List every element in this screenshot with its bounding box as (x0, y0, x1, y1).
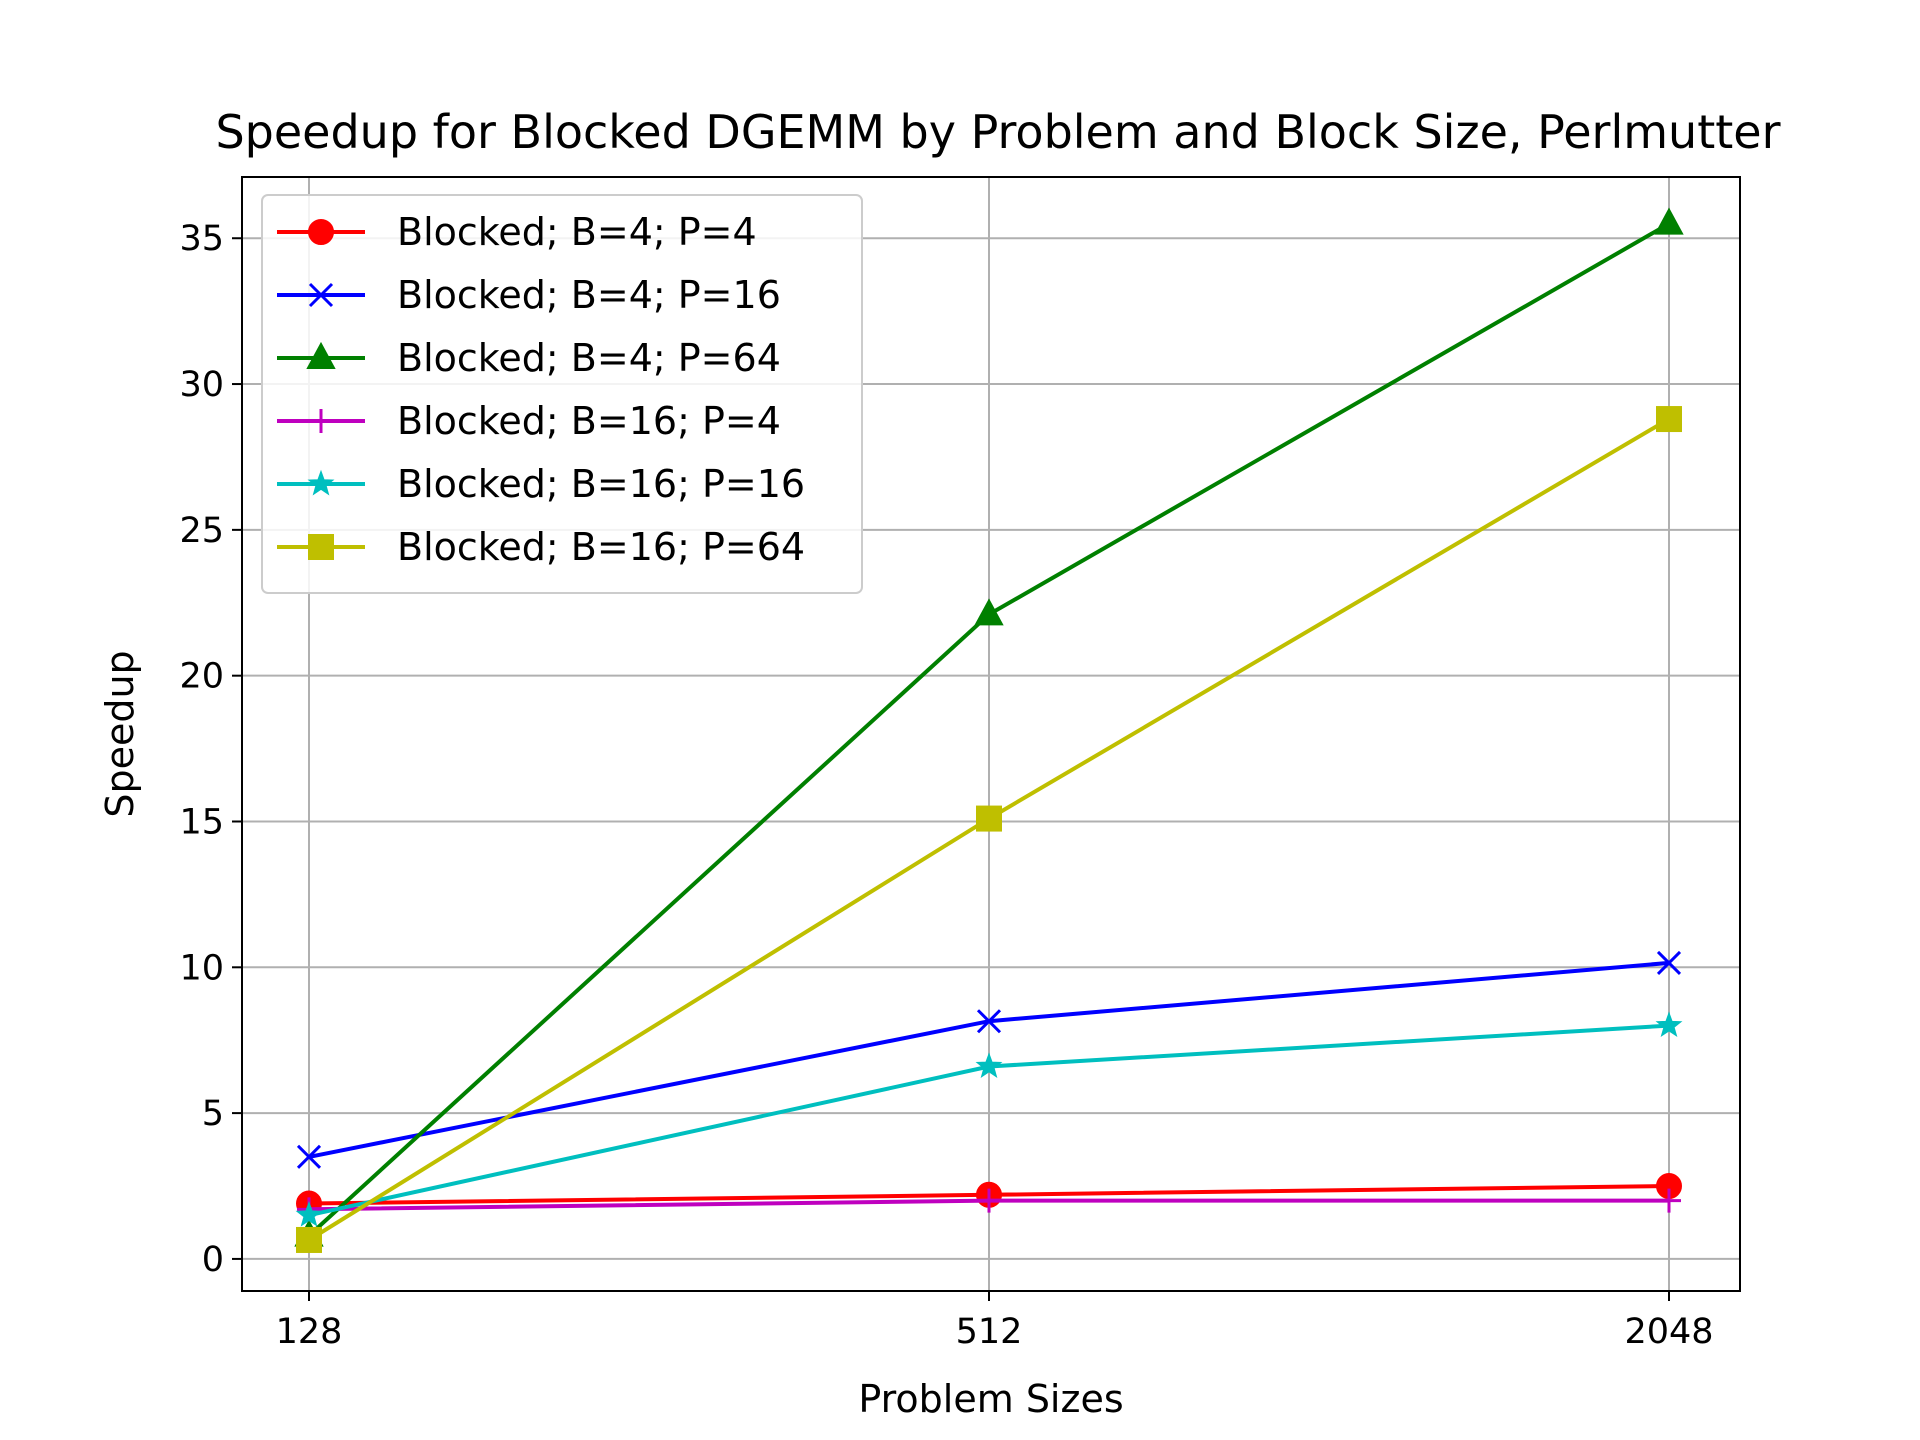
legend-label: Blocked; B=4; P=16 (397, 273, 781, 317)
legend-label: Blocked; B=4; P=4 (397, 210, 757, 254)
series-6 (296, 406, 1682, 1253)
legend-label: Blocked; B=16; P=4 (397, 399, 781, 443)
legend: Blocked; B=4; P=4 Blocked; B=4; P=16 Block… (261, 194, 863, 594)
axes: 128 512 2048 0 5 10 15 20 25 30 35 (179, 219, 1713, 1352)
data-point (1657, 1188, 1681, 1213)
legend-entry: Blocked; B=16; P=64 (277, 525, 805, 569)
y-tick-label: 30 (179, 365, 224, 405)
data-point (1656, 406, 1682, 433)
plot-series (294, 207, 1684, 1253)
y-tick-label: 10 (179, 948, 224, 988)
legend-marker (307, 469, 335, 496)
data-point (976, 805, 1002, 832)
legend-marker (309, 409, 333, 433)
legend-label: Blocked; B=4; P=64 (397, 336, 781, 380)
y-tick-label: 15 (179, 802, 224, 842)
data-point (975, 1052, 1003, 1078)
y-tick-label: 35 (179, 219, 224, 259)
y-tick-label: 5 (202, 1094, 224, 1134)
legend-marker (308, 219, 334, 245)
y-axis-label: Speedup (98, 650, 142, 817)
data-point (976, 1009, 1002, 1034)
x-tick-label: 2048 (1624, 1312, 1713, 1352)
x-tick-label: 512 (956, 1312, 1023, 1352)
data-point (1655, 1011, 1683, 1038)
legend-entry: Blocked; B=16; P=16 (277, 462, 805, 506)
data-point (974, 598, 1004, 626)
y-tick-label: 25 (179, 511, 224, 551)
data-point (296, 1226, 322, 1253)
legend-label: Blocked; B=16; P=16 (397, 462, 805, 506)
series-5 (295, 1011, 1683, 1227)
legend-marker (308, 282, 334, 308)
legend-entry: Blocked; B=4; P=4 (277, 210, 757, 254)
legend-marker (308, 534, 334, 560)
legend-box (261, 194, 863, 594)
legend-entry: Blocked; B=16; P=4 (277, 399, 781, 443)
y-tick-label: 20 (179, 657, 224, 697)
y-tick-label: 0 (202, 1240, 224, 1280)
data-point (977, 1188, 1001, 1213)
chart-title: Speedup for Blocked DGEMM by Problem and… (215, 105, 1780, 159)
series-2 (296, 950, 1682, 1169)
x-axis-label: Problem Sizes (858, 1377, 1123, 1421)
data-point (1656, 950, 1682, 975)
data-point (295, 1201, 323, 1227)
legend-marker (306, 341, 336, 369)
data-point (296, 1144, 322, 1169)
plot-frame (241, 176, 1741, 1292)
legend-entry: Blocked; B=4; P=64 (277, 336, 781, 380)
data-point (1654, 207, 1684, 235)
legend-label: Blocked; B=16; P=64 (397, 525, 805, 569)
legend-entry: Blocked; B=4; P=16 (277, 273, 781, 317)
x-tick-label: 128 (276, 1312, 343, 1352)
